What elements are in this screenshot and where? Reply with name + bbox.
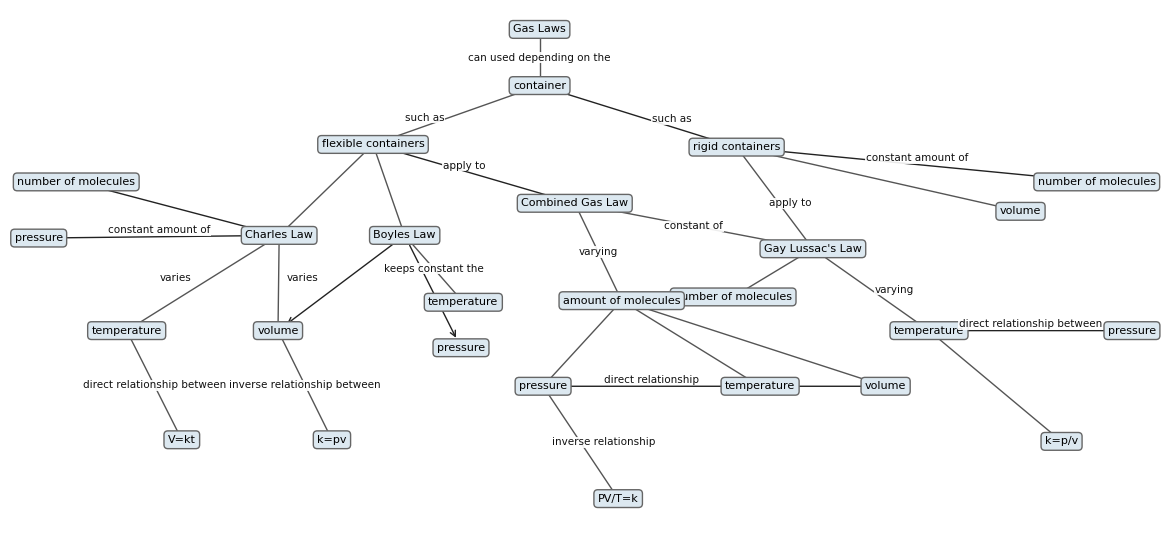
Text: constant of: constant of [664, 221, 724, 231]
Text: varies: varies [286, 273, 318, 283]
Text: number of molecules: number of molecules [18, 177, 135, 187]
Text: V=kt: V=kt [168, 435, 196, 445]
Text: volume: volume [865, 381, 907, 391]
Text: rigid containers: rigid containers [693, 142, 780, 152]
Text: varying: varying [578, 247, 618, 257]
Text: apply to: apply to [442, 160, 486, 171]
Text: volume: volume [257, 326, 299, 335]
Text: such as: such as [405, 113, 445, 123]
Text: varying: varying [875, 285, 914, 295]
Text: constant amount of: constant amount of [108, 225, 210, 235]
Text: pressure: pressure [436, 343, 486, 353]
Text: such as: such as [652, 114, 691, 125]
Text: k=pv: k=pv [317, 435, 347, 445]
Text: keeps constant the: keeps constant the [384, 264, 484, 274]
Text: direct relationship between: direct relationship between [958, 319, 1103, 329]
Text: temperature: temperature [725, 381, 795, 391]
Text: Boyles Law: Boyles Law [373, 231, 436, 240]
Text: temperature: temperature [91, 326, 162, 335]
Text: Gas Laws: Gas Laws [514, 25, 565, 34]
Text: inverse relationship: inverse relationship [552, 438, 656, 447]
Text: Combined Gas Law: Combined Gas Law [521, 198, 629, 208]
Text: pressure: pressure [518, 381, 568, 391]
Text: inverse relationship between: inverse relationship between [229, 380, 381, 390]
Text: pressure: pressure [14, 233, 63, 243]
Text: Charles Law: Charles Law [245, 231, 313, 240]
Text: number of molecules: number of molecules [674, 292, 792, 302]
Text: constant amount of: constant amount of [866, 153, 968, 163]
Text: Gay Lussac's Law: Gay Lussac's Law [764, 244, 862, 254]
Text: apply to: apply to [769, 198, 812, 208]
Text: volume: volume [999, 207, 1042, 216]
Text: direct relationship: direct relationship [604, 375, 699, 385]
Text: k=p/v: k=p/v [1045, 437, 1078, 446]
Text: PV/T=k: PV/T=k [598, 494, 638, 503]
Text: amount of molecules: amount of molecules [563, 296, 680, 305]
Text: number of molecules: number of molecules [1038, 177, 1155, 187]
Text: can used depending on the: can used depending on the [468, 52, 611, 63]
Text: direct relationship between: direct relationship between [82, 380, 226, 390]
Text: temperature: temperature [894, 326, 964, 335]
Text: temperature: temperature [428, 297, 499, 307]
Text: container: container [513, 81, 567, 90]
Text: pressure: pressure [1107, 326, 1157, 335]
Text: flexible containers: flexible containers [321, 140, 425, 149]
Text: varies: varies [160, 273, 191, 283]
